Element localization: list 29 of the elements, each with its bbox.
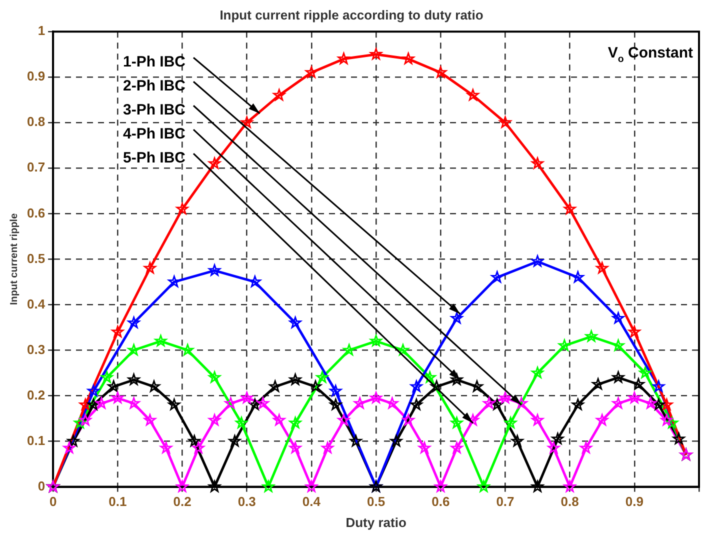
- x-tick-label: 0.1: [108, 494, 127, 510]
- y-tick-label: 0.7: [26, 160, 46, 175]
- y-tick-label: 0.1: [26, 432, 46, 448]
- y-tick-label: 0.6: [26, 205, 46, 220]
- x-tick-label: 0.3: [238, 494, 256, 510]
- annotation: 4-Ph IBC: [122, 126, 186, 143]
- x-tick-label: 0.8: [560, 494, 579, 510]
- annotation: 2-Ph IBC: [122, 78, 186, 95]
- x-tick-label: 0.7: [496, 494, 514, 510]
- chart-title: Input current ripple according to duty ratio: [220, 7, 484, 22]
- y-tick-label: 0.4: [26, 296, 46, 312]
- y-tick-label: 0: [38, 478, 46, 494]
- x-axis-title: Duty ratio: [346, 514, 406, 530]
- annotation: 3-Ph IBC: [122, 102, 186, 119]
- x-tick-label: 0.4: [302, 494, 322, 510]
- x-tick-label: 0.5: [366, 494, 386, 510]
- y-tick-label: 0.3: [26, 342, 46, 357]
- x-tick-label: 0: [49, 494, 57, 510]
- annotation: 1-Ph IBC: [122, 54, 186, 71]
- annotation: 5-Ph IBC: [122, 150, 186, 167]
- x-tick-label: 0.9: [625, 494, 644, 510]
- y-tick-label: 1: [38, 23, 46, 38]
- y-tick-label: 0.8: [26, 114, 46, 130]
- y-axis-title: Input current ripple: [8, 212, 20, 306]
- y-tick-label: 0.2: [26, 387, 46, 402]
- y-tick-label: 0.9: [26, 68, 46, 84]
- y-tick-label: 0.5: [26, 250, 46, 266]
- x-tick-label: 0.2: [173, 494, 192, 510]
- x-tick-label: 0.6: [432, 494, 450, 510]
